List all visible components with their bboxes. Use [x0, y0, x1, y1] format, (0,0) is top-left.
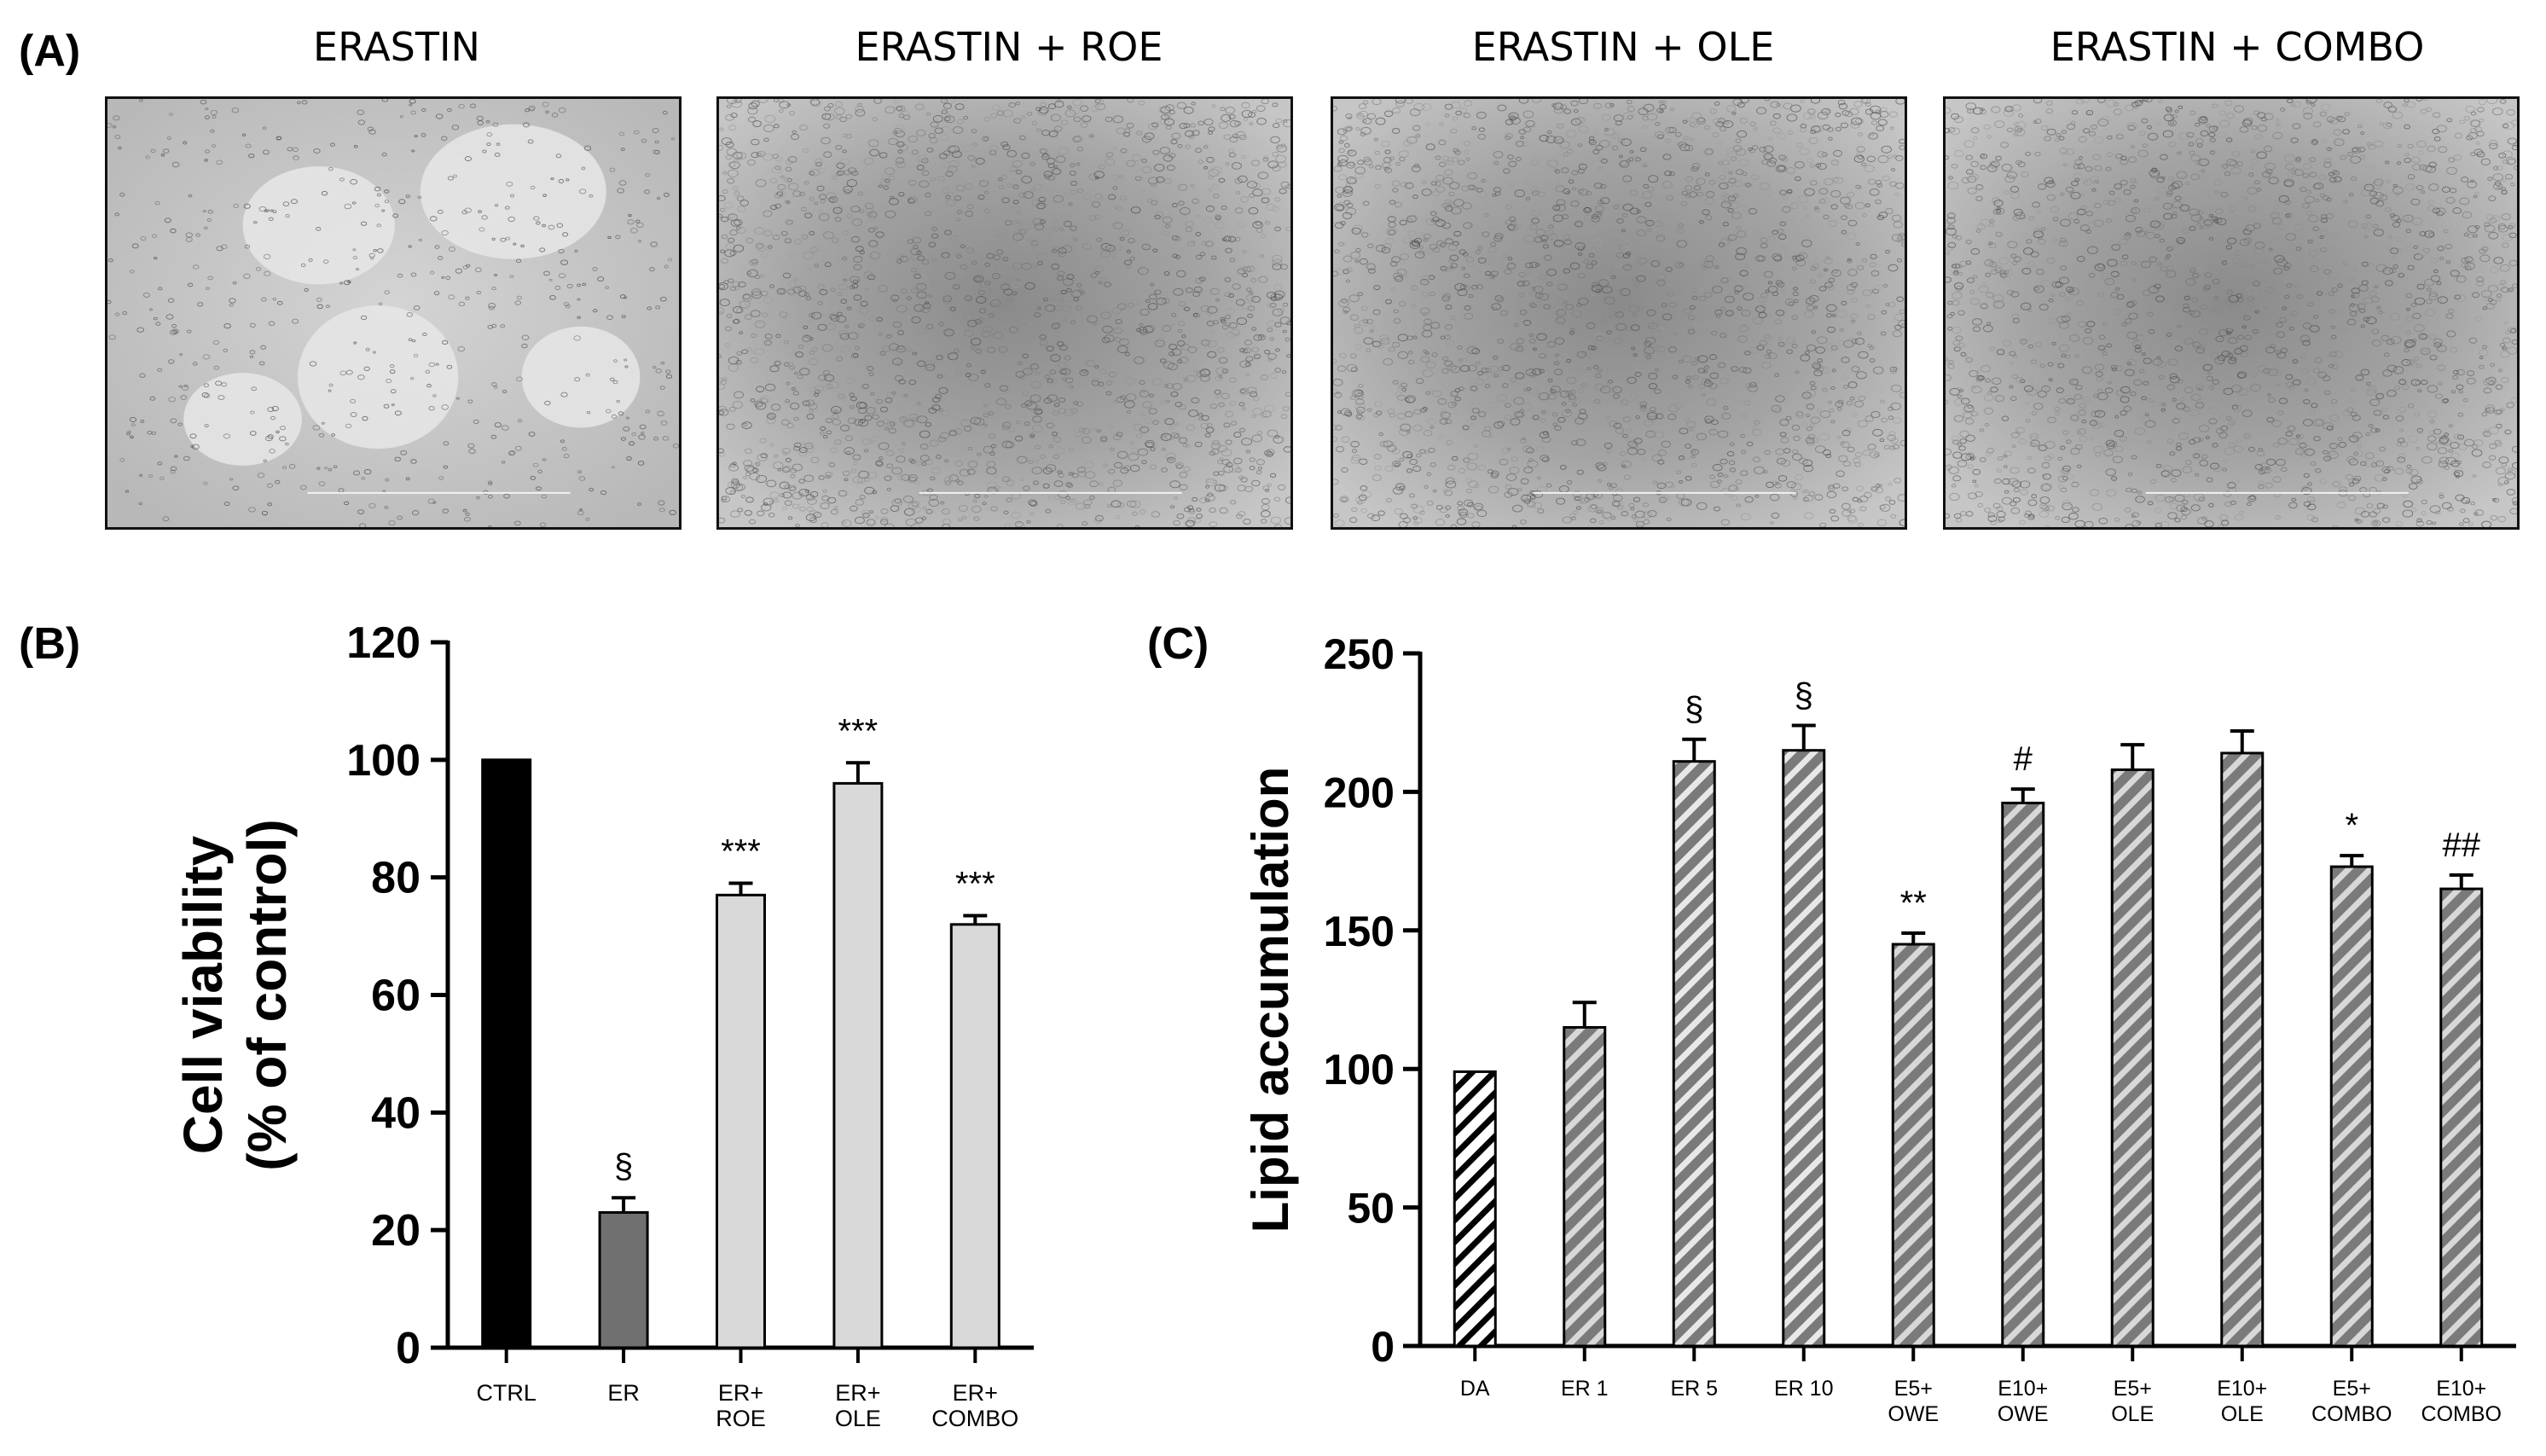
x-tick-label: COMBO	[2421, 1402, 2502, 1426]
bar	[2439, 887, 2484, 1348]
significance-label: §	[1795, 676, 1813, 714]
bar	[1782, 749, 1826, 1348]
micrograph-title-erastin-ole: ERASTIN + OLE	[1471, 24, 1775, 70]
micrograph-title-erastin: ERASTIN	[313, 24, 480, 70]
y-axis-label: Cell viability	[172, 835, 234, 1154]
y-tick-label: 40	[371, 1088, 420, 1138]
y-axis-label: (% of control)	[236, 819, 298, 1170]
clear-area	[521, 326, 641, 428]
bar	[598, 1210, 649, 1349]
cell-layer	[1333, 99, 1905, 527]
micrograph-image	[719, 99, 1290, 527]
micrograph-image	[1333, 99, 1905, 527]
y-tick-label: 250	[1324, 630, 1395, 678]
y-tick-label: 200	[1324, 769, 1395, 816]
significance-label: ***	[838, 712, 879, 750]
y-axis-label: Lipid accumulation	[1242, 767, 1299, 1233]
cell-layer	[107, 99, 679, 527]
x-tick-label: E10+	[2436, 1377, 2486, 1401]
bar	[1453, 1070, 1497, 1348]
x-tick-label: OWE	[1998, 1402, 2049, 1426]
x-tick-label: ER+	[718, 1380, 763, 1406]
y-tick-label: 20	[371, 1206, 420, 1256]
panel-letter-c: (C)	[1147, 619, 1209, 669]
bar	[1891, 943, 1935, 1348]
clear-area	[183, 373, 302, 466]
y-tick-label: 100	[1324, 1046, 1395, 1093]
bar	[1672, 760, 1716, 1348]
cell-layer	[1946, 99, 2517, 527]
x-tick-label: E5+	[1894, 1377, 1933, 1401]
y-tick-label: 80	[371, 854, 420, 903]
x-tick-label: ER 1	[1561, 1377, 1609, 1401]
clear-area	[420, 124, 606, 259]
x-tick-label: OLE	[2111, 1402, 2154, 1426]
x-tick-label: DA	[1460, 1377, 1490, 1401]
y-tick-label: 50	[1347, 1185, 1395, 1233]
x-tick-label: E10+	[2217, 1377, 2267, 1401]
micrograph-image	[107, 99, 679, 527]
x-tick-label: ER+	[835, 1380, 880, 1406]
x-tick-label: OWE	[1888, 1402, 1939, 1426]
bar	[1563, 1025, 1607, 1348]
y-tick-label: 120	[346, 618, 420, 668]
micrograph-title-erastin-combo: ERASTIN + COMBO	[2050, 24, 2425, 70]
panel-letter-b: (B)	[19, 619, 81, 669]
bar	[716, 893, 766, 1349]
y-tick-label: 0	[1371, 1323, 1395, 1371]
significance-label: §	[1685, 691, 1703, 728]
x-tick-label: CTRL	[476, 1380, 536, 1406]
y-tick-label: 60	[371, 972, 420, 1021]
x-tick-label: COMBO	[2311, 1402, 2392, 1426]
significance-label: **	[1900, 885, 1927, 922]
bar	[949, 923, 1000, 1349]
x-tick-label: COMBO	[931, 1406, 1018, 1431]
x-tick-label: E10+	[1998, 1377, 2048, 1401]
significance-label: §	[614, 1147, 633, 1185]
micrograph-erastin-ole	[1331, 96, 1907, 530]
y-tick-label: 100	[346, 736, 420, 786]
y-tick-label: 150	[1324, 908, 1395, 955]
micrograph-erastin-combo	[1943, 96, 2520, 530]
significance-label: ***	[721, 833, 761, 871]
x-tick-label: E5+	[2114, 1377, 2152, 1401]
x-tick-label: OLE	[2221, 1402, 2264, 1426]
x-tick-label: E5+	[2333, 1377, 2371, 1401]
significance-label: *	[2345, 807, 2358, 844]
x-tick-label: ER+	[953, 1380, 998, 1406]
panel-letter-a: (A)	[19, 26, 81, 76]
bar	[2001, 801, 2045, 1348]
x-tick-label: OLE	[835, 1406, 881, 1431]
significance-label: ***	[955, 865, 995, 902]
bar	[2329, 865, 2374, 1348]
x-tick-label: ER 10	[1774, 1377, 1833, 1401]
micrograph-erastin	[105, 96, 681, 530]
significance-label: ##	[2443, 827, 2481, 864]
significance-label: #	[2014, 740, 2033, 778]
micrograph-title-erastin-roe: ERASTIN + ROE	[855, 24, 1163, 70]
cell-layer	[719, 99, 1290, 527]
x-tick-label: ROE	[716, 1406, 766, 1431]
micrograph-image	[1946, 99, 2517, 527]
micrograph-erastin-roe	[716, 96, 1293, 530]
clear-area	[298, 305, 459, 450]
y-tick-label: 0	[396, 1324, 420, 1373]
bar	[2220, 751, 2265, 1348]
x-tick-label: ER 5	[1670, 1377, 1718, 1401]
x-tick-label: ER	[607, 1380, 640, 1406]
bar	[2110, 768, 2155, 1348]
clear-area	[242, 166, 395, 285]
